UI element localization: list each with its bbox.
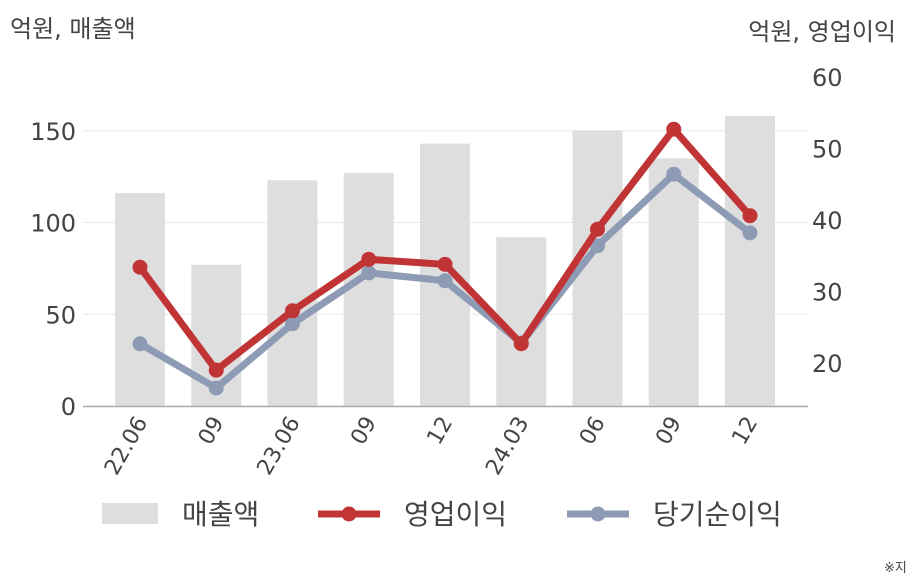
right-tick-label: 20: [812, 350, 843, 378]
right-tick-label: 60: [812, 64, 843, 92]
footnote: ※지: [884, 561, 907, 576]
legend-label: 영업이익: [404, 498, 507, 531]
data-point: [132, 259, 148, 275]
data-point: [513, 336, 529, 352]
left-tick-label: 0: [61, 393, 76, 421]
data-point: [285, 316, 300, 332]
data-point: [208, 362, 224, 378]
data-point: [361, 251, 377, 267]
data-point: [132, 336, 148, 352]
right-tick-label: 40: [812, 207, 843, 235]
left-tick-label: 100: [30, 210, 76, 238]
data-point: [590, 238, 605, 254]
x-tick-label: 22.06: [100, 413, 153, 480]
x-tick-label: 12: [728, 413, 764, 450]
legend-marker: [341, 506, 357, 522]
data-point: [666, 121, 682, 137]
data-point: [285, 303, 300, 319]
data-point: [742, 208, 758, 224]
data-point: [590, 221, 605, 237]
data-point: [666, 166, 682, 182]
data-point: [437, 273, 453, 289]
x-tick-label: 09: [651, 413, 687, 450]
right-axis-label: 억원, 영업이익: [748, 18, 896, 46]
data-point: [361, 265, 377, 281]
data-point: [437, 256, 453, 272]
x-tick-label: 12: [423, 413, 459, 450]
left-tick-label: 150: [30, 118, 76, 146]
legend-swatch: [102, 503, 158, 524]
bar: [267, 180, 318, 406]
x-tick-label: 06: [575, 413, 611, 450]
bar: [725, 116, 775, 406]
data-point: [742, 225, 758, 241]
legend-label: 매출액: [182, 498, 259, 531]
x-tick-label: 09: [346, 413, 382, 450]
x-tick-label: 09: [194, 413, 230, 450]
x-tick-label: 23.06: [253, 413, 306, 480]
bar: [648, 158, 699, 406]
legend-marker: [590, 506, 606, 522]
legend-label: 당기순이익: [653, 498, 782, 531]
right-tick-label: 30: [812, 279, 843, 307]
left-axis-label: 억원, 매출액: [10, 15, 136, 43]
x-tick-label: 24.03: [481, 413, 534, 480]
bar: [115, 193, 165, 406]
data-point: [208, 380, 224, 396]
bar: [343, 172, 394, 406]
right-tick-label: 50: [812, 136, 843, 164]
left-tick-label: 50: [45, 301, 76, 329]
